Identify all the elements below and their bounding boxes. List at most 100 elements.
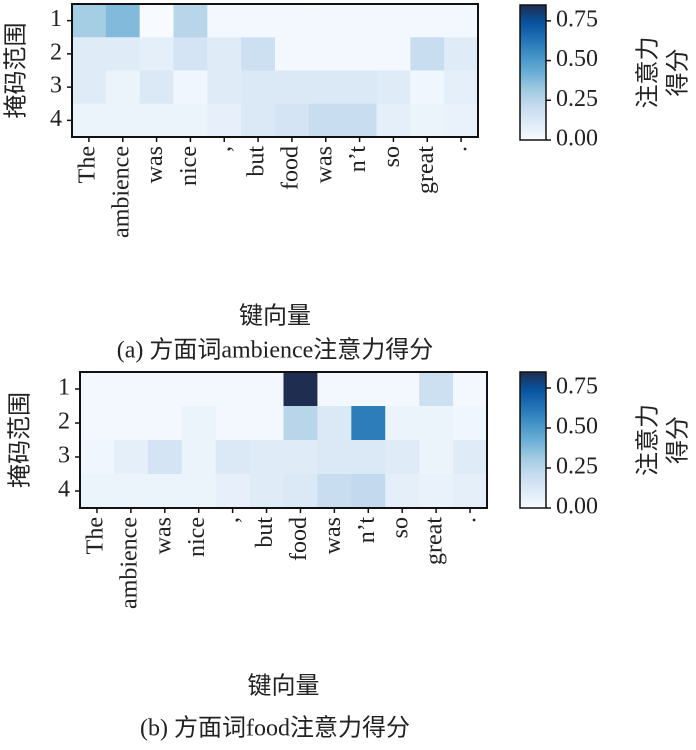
x-tick-label: , (218, 517, 244, 523)
heat-cell (351, 372, 386, 407)
colorbar-tick-label: 0.75 (556, 374, 598, 400)
x-tick-label: . (456, 517, 482, 523)
colorbar (519, 4, 547, 141)
heat-cell (410, 70, 445, 105)
x-tick-label: ambience (108, 146, 134, 238)
y-tick-label: 1 (50, 6, 62, 32)
heat-cell (444, 103, 479, 138)
heat-cell (207, 103, 242, 138)
heat-cell (308, 103, 344, 138)
x-tick-label: nice (176, 146, 202, 186)
heat-cell (241, 70, 276, 105)
y-tick-label: 1 (58, 375, 70, 401)
heat-cell (207, 70, 242, 105)
x-tick-label: The (74, 146, 100, 183)
heat-cell (113, 406, 149, 441)
y-tick-label: 4 (50, 106, 62, 132)
colorbar-tick-label: 0.00 (556, 126, 598, 152)
heat-cell (453, 372, 488, 407)
heat-cell (105, 4, 141, 38)
heat-cell (147, 406, 183, 441)
heat-cell (241, 37, 276, 71)
heat-cell (249, 372, 284, 407)
heat-cell (181, 474, 217, 509)
x-axis-label: 键向量 (248, 673, 320, 700)
heat-cell (139, 37, 174, 71)
heat-cell (376, 103, 411, 138)
heat-cell (173, 103, 208, 138)
colorbar-tick-label: 0.00 (556, 494, 598, 520)
heat-cell (249, 406, 284, 441)
x-tick-label: great (422, 517, 448, 565)
y-axis-label: 掩码范围 (3, 23, 30, 119)
x-tick-label: n’t (345, 146, 371, 173)
colorbar-tick-label: 0.75 (556, 6, 598, 32)
colorbar (519, 371, 547, 509)
heat-cell (453, 440, 488, 475)
heat-cell (283, 440, 318, 475)
x-tick-label: n’t (354, 517, 380, 544)
heat-cell (317, 440, 352, 475)
heat-cell (385, 406, 420, 441)
heat-cell (308, 70, 344, 105)
heat-cell (249, 474, 284, 509)
heat-cell (275, 4, 310, 38)
heat-cell (376, 37, 411, 71)
plot-frame (71, 3, 479, 138)
heat-cell (105, 37, 141, 71)
colorbar-tick-label: 0.50 (556, 414, 598, 440)
heat-cell (249, 440, 284, 475)
heat-cell (181, 406, 217, 441)
x-tick-label: The (82, 517, 108, 554)
x-tick-label: so (388, 517, 414, 538)
heat-cell (283, 372, 318, 407)
heat-cell (147, 474, 183, 509)
heat-cell (105, 103, 141, 138)
heat-cell (410, 37, 445, 71)
heat-cell (275, 103, 310, 138)
heat-cell (139, 70, 174, 105)
x-tick-label: was (142, 146, 168, 183)
heat-cell (419, 440, 454, 475)
heat-cell (147, 372, 183, 407)
heat-cell (181, 440, 217, 475)
heat-cell (453, 474, 488, 509)
x-tick-label: but (244, 146, 270, 177)
heat-cell (419, 406, 454, 441)
heat-cell (385, 372, 420, 407)
colorbar-label: 得分 (665, 416, 692, 464)
heat-cell (317, 474, 352, 509)
heat-cell (215, 440, 251, 475)
heat-cell (283, 474, 318, 509)
plot-frame (79, 371, 488, 509)
heat-cell (419, 474, 454, 509)
heat-cell (173, 70, 208, 105)
heat-cell (317, 406, 352, 441)
y-tick-label: 3 (50, 73, 62, 99)
heat-cell (342, 4, 377, 38)
colorbar-tick-label: 0.50 (556, 46, 598, 72)
heat-cell (80, 406, 115, 441)
heat-cell (308, 37, 344, 71)
heat-cell (113, 372, 149, 407)
x-tick-label: food (286, 517, 312, 561)
x-tick-label: was (150, 517, 176, 554)
heat-cell (207, 37, 242, 71)
x-tick-label: nice (184, 517, 210, 557)
heat-cell (105, 70, 141, 105)
y-tick-label: 3 (58, 443, 70, 469)
x-tick-label: so (379, 146, 405, 167)
caption: (a) 方面词ambience注意力得分 (117, 337, 434, 364)
heat-cell (351, 440, 386, 475)
heat-cell (453, 406, 488, 441)
x-tick-label: . (447, 146, 473, 152)
heat-cell (72, 4, 107, 38)
x-axis-label: 键向量 (239, 303, 311, 330)
colorbar-label: 注意力 (635, 37, 662, 109)
heat-cell (444, 37, 479, 71)
x-tick-label: was (311, 146, 337, 183)
heat-cell (139, 4, 174, 38)
colorbar-label: 得分 (665, 49, 692, 97)
heat-cell (113, 474, 149, 509)
